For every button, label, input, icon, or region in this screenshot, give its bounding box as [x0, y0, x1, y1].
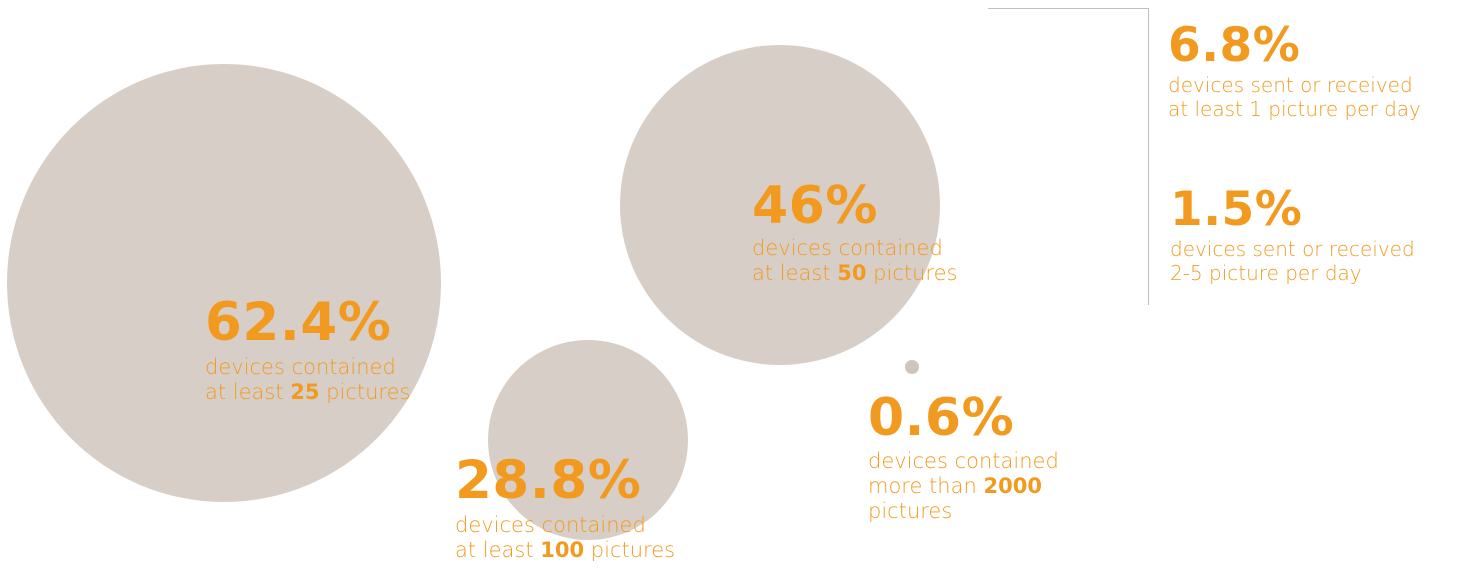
stat-62-4: 62.4% devices contained at least 25 pict… [205, 296, 410, 405]
bubble-46 [620, 45, 940, 365]
desc-line-1: devices contained [205, 355, 396, 379]
stat-value: 6.8% [1168, 18, 1301, 73]
stat-value: 0.6% [868, 388, 1015, 448]
stat-0-6: 0.6% devices contained more than 2000 pi… [868, 392, 1059, 525]
desc-bold: 50 [837, 261, 867, 286]
desc-line-2: at least 25 pictures [205, 380, 410, 405]
bubble-28-8 [488, 340, 688, 540]
desc-text: more than [868, 474, 984, 499]
desc-line-2: at least 1 picture per day [1168, 97, 1421, 121]
stat-value: 1.5% [1170, 182, 1303, 237]
desc-bold: 25 [290, 380, 320, 405]
stat-value: 46% [752, 176, 878, 236]
desc-text: pictures [866, 261, 958, 286]
bubble-62-4 [7, 64, 441, 502]
desc-text: at least [455, 538, 541, 563]
stat-description: devices contained at least 100 pictures [455, 513, 675, 563]
bubble-0-6 [905, 360, 919, 374]
divider-vertical [1148, 8, 1149, 305]
stat-description: devices sent or received at least 1 pict… [1168, 73, 1421, 121]
stat-value: 62.4% [205, 292, 392, 353]
desc-line-2: more than 2000 [868, 474, 1059, 499]
desc-line-1: devices contained [752, 236, 943, 260]
desc-line-2: 2-5 picture per day [1170, 261, 1362, 285]
stat-description: devices sent or received 2-5 picture per… [1170, 237, 1415, 285]
stat-description: devices contained at least 50 pictures [752, 236, 957, 286]
desc-line-1: devices contained [455, 513, 646, 537]
desc-line-2: at least 50 pictures [752, 261, 957, 286]
desc-bold: 100 [540, 538, 585, 563]
stat-description: devices contained at least 25 pictures [205, 355, 410, 405]
desc-bold: 2000 [983, 474, 1042, 499]
desc-line-1: devices contained [868, 449, 1059, 473]
desc-line-1: devices sent or received [1168, 73, 1413, 97]
stat-description: devices contained more than 2000 picture… [868, 449, 1059, 525]
stat-6-8: 6.8% devices sent or received at least 1… [1168, 22, 1421, 121]
desc-line-2: at least 100 pictures [455, 538, 675, 563]
desc-text: at least [205, 380, 291, 405]
desc-text: pictures [319, 380, 411, 405]
desc-text: at least [752, 261, 838, 286]
divider-horizontal [988, 8, 1149, 9]
desc-line-3: pictures [868, 499, 953, 524]
stat-28-8: 28.8% devices contained at least 100 pic… [455, 454, 675, 563]
stat-46: 46% devices contained at least 50 pictur… [752, 180, 957, 286]
desc-text: pictures [584, 538, 676, 563]
stat-1-5: 1.5% devices sent or received 2-5 pictur… [1170, 186, 1415, 285]
desc-line-1: devices sent or received [1170, 237, 1415, 261]
stat-value: 28.8% [455, 450, 642, 511]
